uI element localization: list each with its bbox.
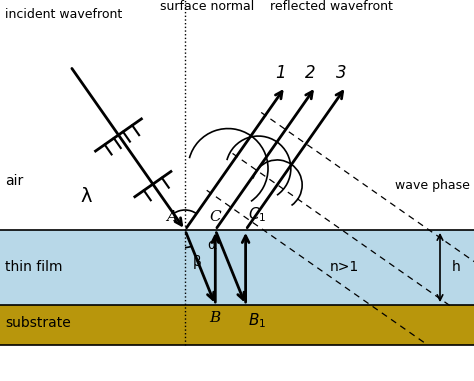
Text: reflected wavefront: reflected wavefront <box>270 0 393 13</box>
Text: air: air <box>5 174 23 188</box>
Text: incident wavefront: incident wavefront <box>5 8 122 21</box>
Text: λ: λ <box>80 187 92 206</box>
Text: substrate: substrate <box>5 316 71 330</box>
Text: C: C <box>210 210 221 224</box>
Bar <box>0 305 474 345</box>
Text: n>1: n>1 <box>330 260 359 274</box>
Bar <box>0 230 474 305</box>
Text: wave phase: wave phase <box>395 179 470 192</box>
Text: β: β <box>193 255 202 269</box>
Text: $C_1$: $C_1$ <box>247 205 266 224</box>
Text: 2: 2 <box>305 64 316 82</box>
Text: $B_1$: $B_1$ <box>247 311 266 330</box>
Text: A: A <box>166 210 177 224</box>
Text: B: B <box>210 311 221 325</box>
Text: α: α <box>207 238 216 252</box>
Text: h: h <box>452 260 461 274</box>
Text: thin film: thin film <box>5 260 63 274</box>
Text: 1: 1 <box>275 64 286 82</box>
Text: 3: 3 <box>336 64 346 82</box>
Text: surface normal: surface normal <box>160 0 254 13</box>
